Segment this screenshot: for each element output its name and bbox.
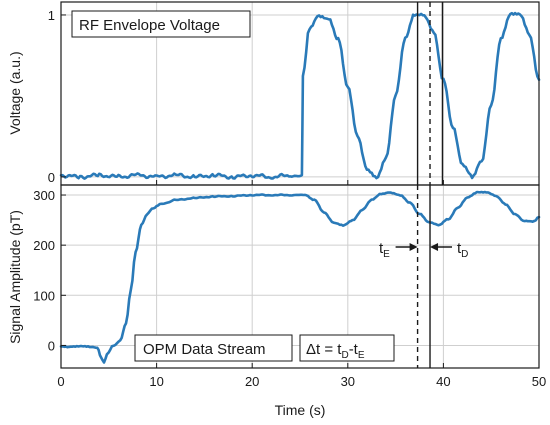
y-tick-label: 300 bbox=[33, 188, 55, 203]
bottom-x-ticks: 0 10 20 30 40 50 bbox=[57, 363, 546, 389]
te-label: tE bbox=[379, 240, 390, 260]
x-tick-label: 0 bbox=[57, 374, 64, 389]
delta-t-sub-e: E bbox=[358, 350, 365, 361]
y-tick-label: 0 bbox=[48, 338, 55, 353]
delta-t-formula: Δt = tD-tE bbox=[306, 341, 365, 361]
x-tick-label: 40 bbox=[436, 374, 450, 389]
x-axis-label: Time (s) bbox=[275, 402, 326, 418]
delta-t-box bbox=[299, 334, 395, 362]
delta-t-mid: -t bbox=[349, 341, 359, 358]
y-tick-label: 200 bbox=[33, 238, 55, 253]
bottom-plot-frame bbox=[60, 184, 540, 369]
top-x-ticks bbox=[60, 180, 540, 185]
x-tick-label: 50 bbox=[532, 374, 546, 389]
y-tick-label: 100 bbox=[33, 288, 55, 303]
top-marker-lines bbox=[416, 2, 444, 185]
x-tick-label: 30 bbox=[341, 374, 355, 389]
delta-t-sub-d: D bbox=[341, 350, 348, 361]
rf-envelope-title-box bbox=[71, 10, 251, 38]
top-panel: 01 RF Envelope Voltage Voltage (a.u.) bbox=[7, 1, 541, 186]
top-y-axis-label: Voltage (a.u.) bbox=[7, 51, 23, 134]
bottom-y-axis-label: Signal Amplitude (pT) bbox=[7, 210, 23, 344]
bottom-panel: 0 100 200 300 0 10 20 30 40 50 OPM Data Stream Δ… bbox=[7, 184, 546, 418]
opm-signal-series-line bbox=[59, 190, 541, 364]
y-tick-label: 0 bbox=[48, 170, 55, 185]
top-y-ticks: 01 bbox=[48, 8, 66, 185]
y-tick-label: 1 bbox=[48, 8, 55, 23]
x-tick-label: 20 bbox=[245, 374, 259, 389]
rf-envelope-series-line bbox=[59, 11, 541, 180]
rf-envelope-title: RF Envelope Voltage bbox=[79, 17, 220, 34]
arrows bbox=[395, 243, 453, 251]
delta-t-prefix: Δt = t bbox=[306, 341, 342, 358]
x-tick-label: 10 bbox=[149, 374, 163, 389]
bottom-marker-lines bbox=[416, 185, 431, 368]
td-label: tD bbox=[457, 240, 468, 260]
bottom-y-ticks: 0 100 200 300 bbox=[33, 188, 66, 353]
opm-title-box bbox=[134, 334, 293, 362]
td-arrow-head bbox=[430, 243, 439, 251]
te-arrow-head bbox=[409, 243, 418, 251]
opm-title: OPM Data Stream bbox=[143, 341, 266, 358]
